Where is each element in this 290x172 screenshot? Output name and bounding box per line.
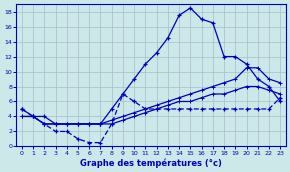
- X-axis label: Graphe des températures (°c): Graphe des températures (°c): [80, 158, 222, 168]
